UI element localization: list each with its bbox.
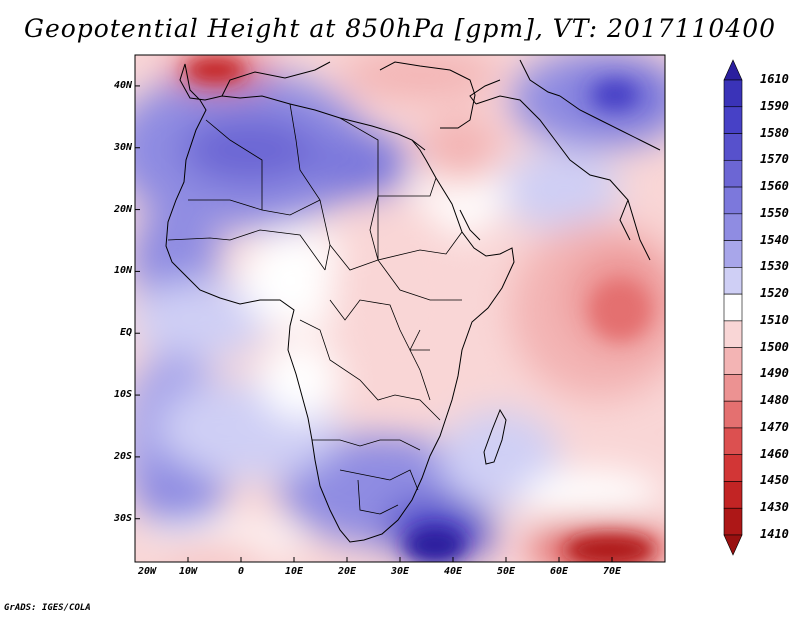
lat-label: EQ — [119, 327, 132, 339]
colorbar-box — [723, 267, 743, 295]
colorbar-level-label: 1490 — [760, 366, 789, 381]
lat-label: 20S — [113, 450, 132, 462]
colorbar-box — [723, 347, 743, 375]
colorbar-level-label: 1540 — [760, 232, 789, 247]
footer-credit: GrADS: IGES/COLA — [4, 603, 91, 613]
colorbar-box — [723, 106, 743, 134]
colorbar-bottom-triangle — [723, 534, 743, 556]
lat-label: 30S — [113, 512, 132, 524]
colorbar-box — [723, 240, 743, 268]
colorbar-level-label: 1430 — [760, 500, 789, 515]
colorbar-box — [723, 159, 743, 188]
lon-label: 40E — [443, 566, 463, 577]
colorbar-box — [723, 186, 743, 215]
colorbar-box — [723, 400, 743, 429]
lat-label: 10N — [113, 265, 132, 277]
colorbar-level-label: 1500 — [760, 339, 789, 354]
lon-label: 10E — [284, 566, 304, 577]
colorbar-level-label: 1480 — [760, 393, 789, 408]
lon-label: 20W — [137, 566, 157, 577]
colorbar-box — [723, 293, 743, 322]
lon-label: 50E — [496, 566, 516, 577]
colorbar-level-label: 1580 — [760, 125, 789, 140]
lon-label: 0 — [237, 566, 245, 577]
country-border-layer — [167, 103, 463, 515]
lat-label: 40N — [113, 79, 132, 91]
colorbar-level-label: 1520 — [760, 286, 789, 301]
colorbar-level-label: 1410 — [760, 527, 789, 541]
lon-label: 20E — [337, 566, 357, 577]
colorbar-box — [723, 507, 743, 536]
colorbar-box — [723, 320, 743, 348]
colorbar-level-label: 1530 — [760, 259, 789, 274]
map-title: Geopotential Height at 850hPa [gpm], VT:… — [23, 14, 777, 43]
colorbar-level-label: 1610 — [760, 72, 789, 86]
lat-label: 20N — [113, 203, 132, 215]
colorbar-box — [723, 454, 743, 482]
colorbar-box — [723, 374, 743, 402]
lon-label: 30E — [390, 566, 410, 577]
colorbar-level-label: 1550 — [760, 205, 789, 220]
lon-label: 70E — [602, 566, 622, 577]
colorbar-level-label: 1470 — [760, 419, 789, 434]
coastline-layer — [165, 59, 661, 543]
colorbar-level-label: 1570 — [760, 152, 789, 167]
lat-label: 10S — [113, 389, 132, 401]
colorbar-level-label: 1510 — [760, 312, 789, 327]
colorbar-box — [723, 79, 743, 108]
colorbar-level-label: 1590 — [760, 98, 789, 113]
colorbar-box — [723, 481, 743, 509]
lon-label: 10W — [178, 566, 198, 577]
lat-label: 30N — [113, 141, 132, 153]
height-field — [135, 55, 665, 562]
colorbar-level-label: 1460 — [760, 446, 789, 461]
colorbar-box — [723, 213, 743, 241]
colorbar-box — [723, 133, 743, 161]
lon-label: 60E — [549, 566, 569, 577]
colorbar-level-label: 1560 — [760, 179, 789, 194]
colorbar-box — [723, 427, 743, 456]
colorbar-level-label: 1450 — [760, 473, 789, 488]
colorbar — [723, 59, 743, 556]
colorbar-top-triangle — [723, 59, 743, 81]
axis-ticks — [134, 85, 613, 562]
